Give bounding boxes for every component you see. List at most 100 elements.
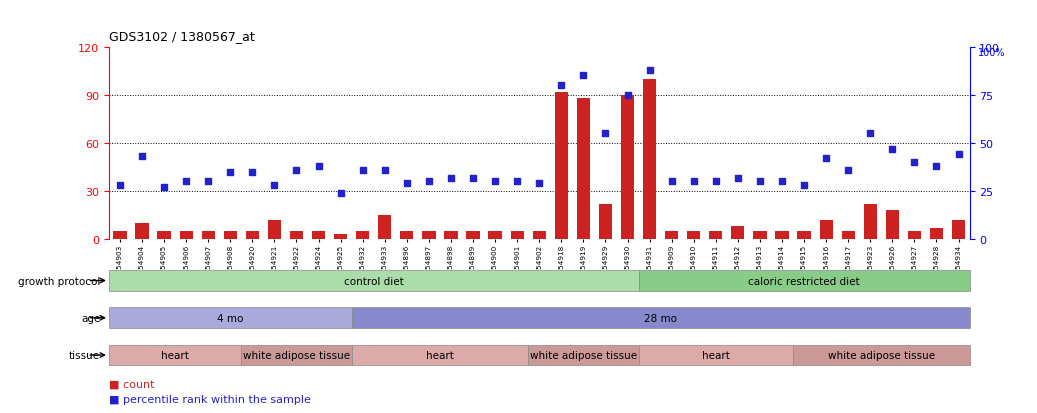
Bar [639,345,793,366]
Point [664,178,680,185]
Bar [842,232,854,240]
Bar [467,232,480,240]
Bar [334,235,347,240]
Point [795,183,812,189]
Point [531,180,548,187]
Point [840,167,857,174]
Bar [528,345,639,366]
Point [818,156,835,162]
Point [774,178,790,185]
Point [906,159,923,166]
Bar [400,232,414,240]
Point [443,175,459,181]
Point [928,163,945,170]
Point [730,175,747,181]
Point [752,178,768,185]
Text: control diet: control diet [344,276,403,286]
Point [398,180,415,187]
Text: heart: heart [702,350,730,360]
Bar [246,232,259,240]
Point [376,167,393,174]
Point [421,178,438,185]
Point [685,178,702,185]
Bar [242,345,352,366]
Bar [533,232,545,240]
Bar [709,232,723,240]
Bar [577,99,590,240]
Point [950,152,966,158]
Text: white adipose tissue: white adipose tissue [243,350,351,360]
Point [509,178,526,185]
Point [597,131,614,137]
Point [576,73,592,80]
Bar [639,271,970,291]
Text: 4 mo: 4 mo [217,313,244,323]
Bar [886,211,899,240]
Point [288,167,305,174]
Bar [201,232,215,240]
Bar [158,232,171,240]
Bar [224,232,236,240]
Bar [352,345,528,366]
Bar [109,308,352,328]
Point [267,183,283,189]
Bar [797,232,811,240]
Text: caloric restricted diet: caloric restricted diet [749,276,860,286]
Point [553,83,569,89]
Text: 28 mo: 28 mo [644,313,677,323]
Bar [753,232,766,240]
Bar [113,232,127,240]
Bar [290,232,303,240]
Point [244,169,260,176]
Bar [688,232,700,240]
Bar [864,204,877,240]
Bar [643,79,656,240]
Bar [136,223,148,240]
Point [885,146,901,152]
Point [222,169,239,176]
Text: heart: heart [426,350,454,360]
Point [862,131,878,137]
Bar [731,227,745,240]
Bar [510,232,524,240]
Bar [621,95,635,240]
Point [486,178,503,185]
Text: 100%: 100% [978,47,1006,57]
Point [134,154,150,160]
Bar [819,221,833,240]
Bar [793,345,970,366]
Bar [268,221,281,240]
Bar [352,308,970,328]
Bar [598,204,612,240]
Bar [356,232,369,240]
Text: ■ count: ■ count [109,379,155,389]
Bar [312,232,326,240]
Text: heart: heart [161,350,189,360]
Text: white adipose tissue: white adipose tissue [828,350,935,360]
Bar [109,271,639,291]
Bar [488,232,502,240]
Text: ■ percentile rank within the sample: ■ percentile rank within the sample [109,394,311,404]
Text: tissue: tissue [69,350,101,360]
Bar [179,232,193,240]
Bar [665,232,678,240]
Bar [555,93,568,240]
Point [355,167,371,174]
Bar [952,221,965,240]
Point [332,190,348,197]
Bar [444,232,457,240]
Text: age: age [81,313,101,323]
Text: growth protocol: growth protocol [18,276,101,286]
Point [619,92,636,99]
Point [177,178,194,185]
Point [200,178,217,185]
Bar [109,345,242,366]
Point [465,175,481,181]
Bar [379,216,391,240]
Text: GDS3102 / 1380567_at: GDS3102 / 1380567_at [109,31,255,43]
Bar [930,228,943,240]
Point [156,184,172,191]
Bar [776,232,788,240]
Point [707,178,724,185]
Bar [907,232,921,240]
